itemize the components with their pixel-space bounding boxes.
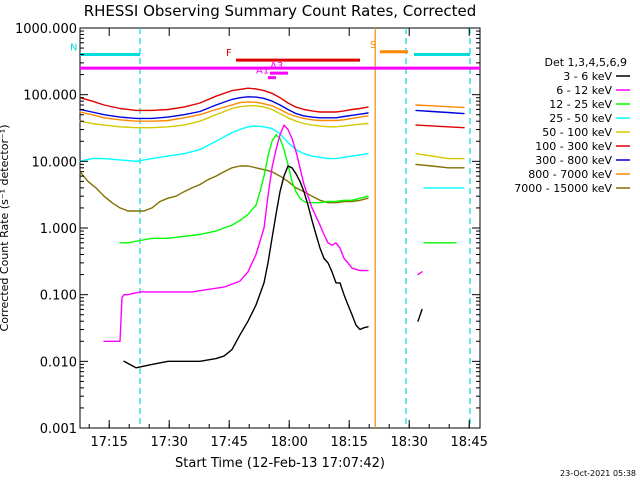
y-axis-label: Corrected Count Rate (s⁻¹ detector⁻¹): [0, 125, 11, 332]
series-line: [417, 308, 423, 322]
x-axis-label: Start Time (12-Feb-13 17:07:42): [175, 456, 385, 471]
flag-label: N: [70, 43, 77, 54]
footer-date: 23-Oct-2021 05:38: [560, 469, 636, 478]
legend-label: 300 - 800 keV: [535, 154, 612, 167]
legend-label: 3 - 6 keV: [563, 70, 612, 83]
flag-label: A1: [256, 66, 269, 77]
series-line: [123, 165, 369, 369]
series-line: [415, 104, 465, 109]
x-tick-label: 17:30: [150, 435, 187, 450]
y-tick-label: 1000.000: [15, 22, 77, 37]
y-tick-label: 0.010: [40, 355, 77, 370]
series-line: [415, 163, 465, 169]
flag-label: S: [370, 40, 376, 51]
series-line: [415, 124, 465, 129]
plot-area: N F S A1 A3: [70, 28, 480, 428]
series-line: [79, 101, 369, 122]
series-line: [79, 125, 369, 162]
x-tick-label: 17:45: [210, 435, 247, 450]
series-line: [415, 109, 465, 115]
x-tick-label: 18:15: [330, 435, 367, 450]
legend-label: 7000 - 15000 keV: [514, 182, 612, 195]
y-tick-label: 10.000: [32, 155, 78, 170]
series-line: [103, 124, 369, 342]
series-line: [119, 134, 369, 244]
series-line: [79, 105, 369, 129]
series-line: [417, 271, 423, 276]
flag-label: A3: [270, 61, 283, 72]
x-tick-label: 17:15: [90, 435, 127, 450]
legend-header: Det 1,3,4,5,6,9: [544, 56, 627, 69]
y-axis: 0.001 0.010 0.100 1.000 10.000 100.000 1000.00…: [15, 22, 480, 437]
series-line: [79, 165, 369, 212]
series-line: [79, 96, 369, 120]
legend-label: 50 - 100 keV: [542, 126, 612, 139]
series-line: [79, 87, 369, 113]
chart-title: RHESSI Observing Summary Count Rates, Co…: [84, 2, 477, 20]
legend-label: 800 - 7000 keV: [528, 168, 612, 181]
y-tick-label: 1.000: [40, 222, 77, 237]
x-axis: 17:15 17:30 17:45 18:00 18:15 18:30 18:45: [88, 28, 488, 450]
x-tick-label: 18:45: [450, 435, 487, 450]
legend-label: 6 - 12 keV: [556, 84, 612, 97]
legend-label: 12 - 25 keV: [549, 98, 612, 111]
y-tick-label: 0.100: [40, 289, 77, 304]
y-tick-label: 100.000: [23, 89, 77, 104]
series-line: [415, 153, 465, 160]
legend-label: 100 - 300 keV: [535, 140, 612, 153]
x-tick-label: 18:30: [390, 435, 427, 450]
x-tick-label: 18:00: [270, 435, 307, 450]
legend-label: 25 - 50 keV: [549, 112, 612, 125]
y-tick-label: 0.001: [40, 422, 77, 437]
flag-label: F: [226, 48, 232, 59]
